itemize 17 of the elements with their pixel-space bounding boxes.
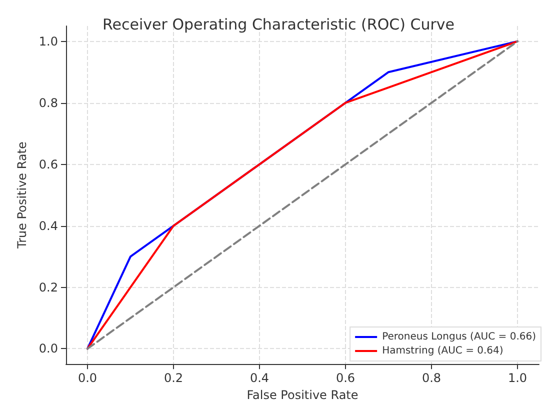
chart-title: Receiver Operating Characteristic (ROC) Curve <box>102 16 454 34</box>
x-axis-title: False Positive Rate <box>246 388 358 402</box>
legend-label: Peroneus Longus (AUC = 0.66) <box>382 332 536 342</box>
legend-label: Hamstring (AUC = 0.64) <box>382 346 504 356</box>
y-tick-label: 0.2 <box>38 280 58 294</box>
x-tick-label: 0.2 <box>164 371 184 386</box>
x-tick-label: 0.4 <box>250 371 270 386</box>
y-tick-label: 0.0 <box>38 342 58 356</box>
y-tick-label: 0.6 <box>38 157 58 172</box>
x-tick-label: 0.8 <box>422 371 442 386</box>
x-tick-label: 0.6 <box>336 371 356 386</box>
y-tick-label: 1.0 <box>38 34 58 48</box>
x-tick-label: 0.0 <box>78 371 98 386</box>
y-axis-title: True Positive Rate <box>15 142 29 250</box>
y-tick-label: 0.4 <box>38 218 58 233</box>
y-tick-label: 0.8 <box>38 96 58 110</box>
x-tick-label: 1.0 <box>508 371 528 386</box>
